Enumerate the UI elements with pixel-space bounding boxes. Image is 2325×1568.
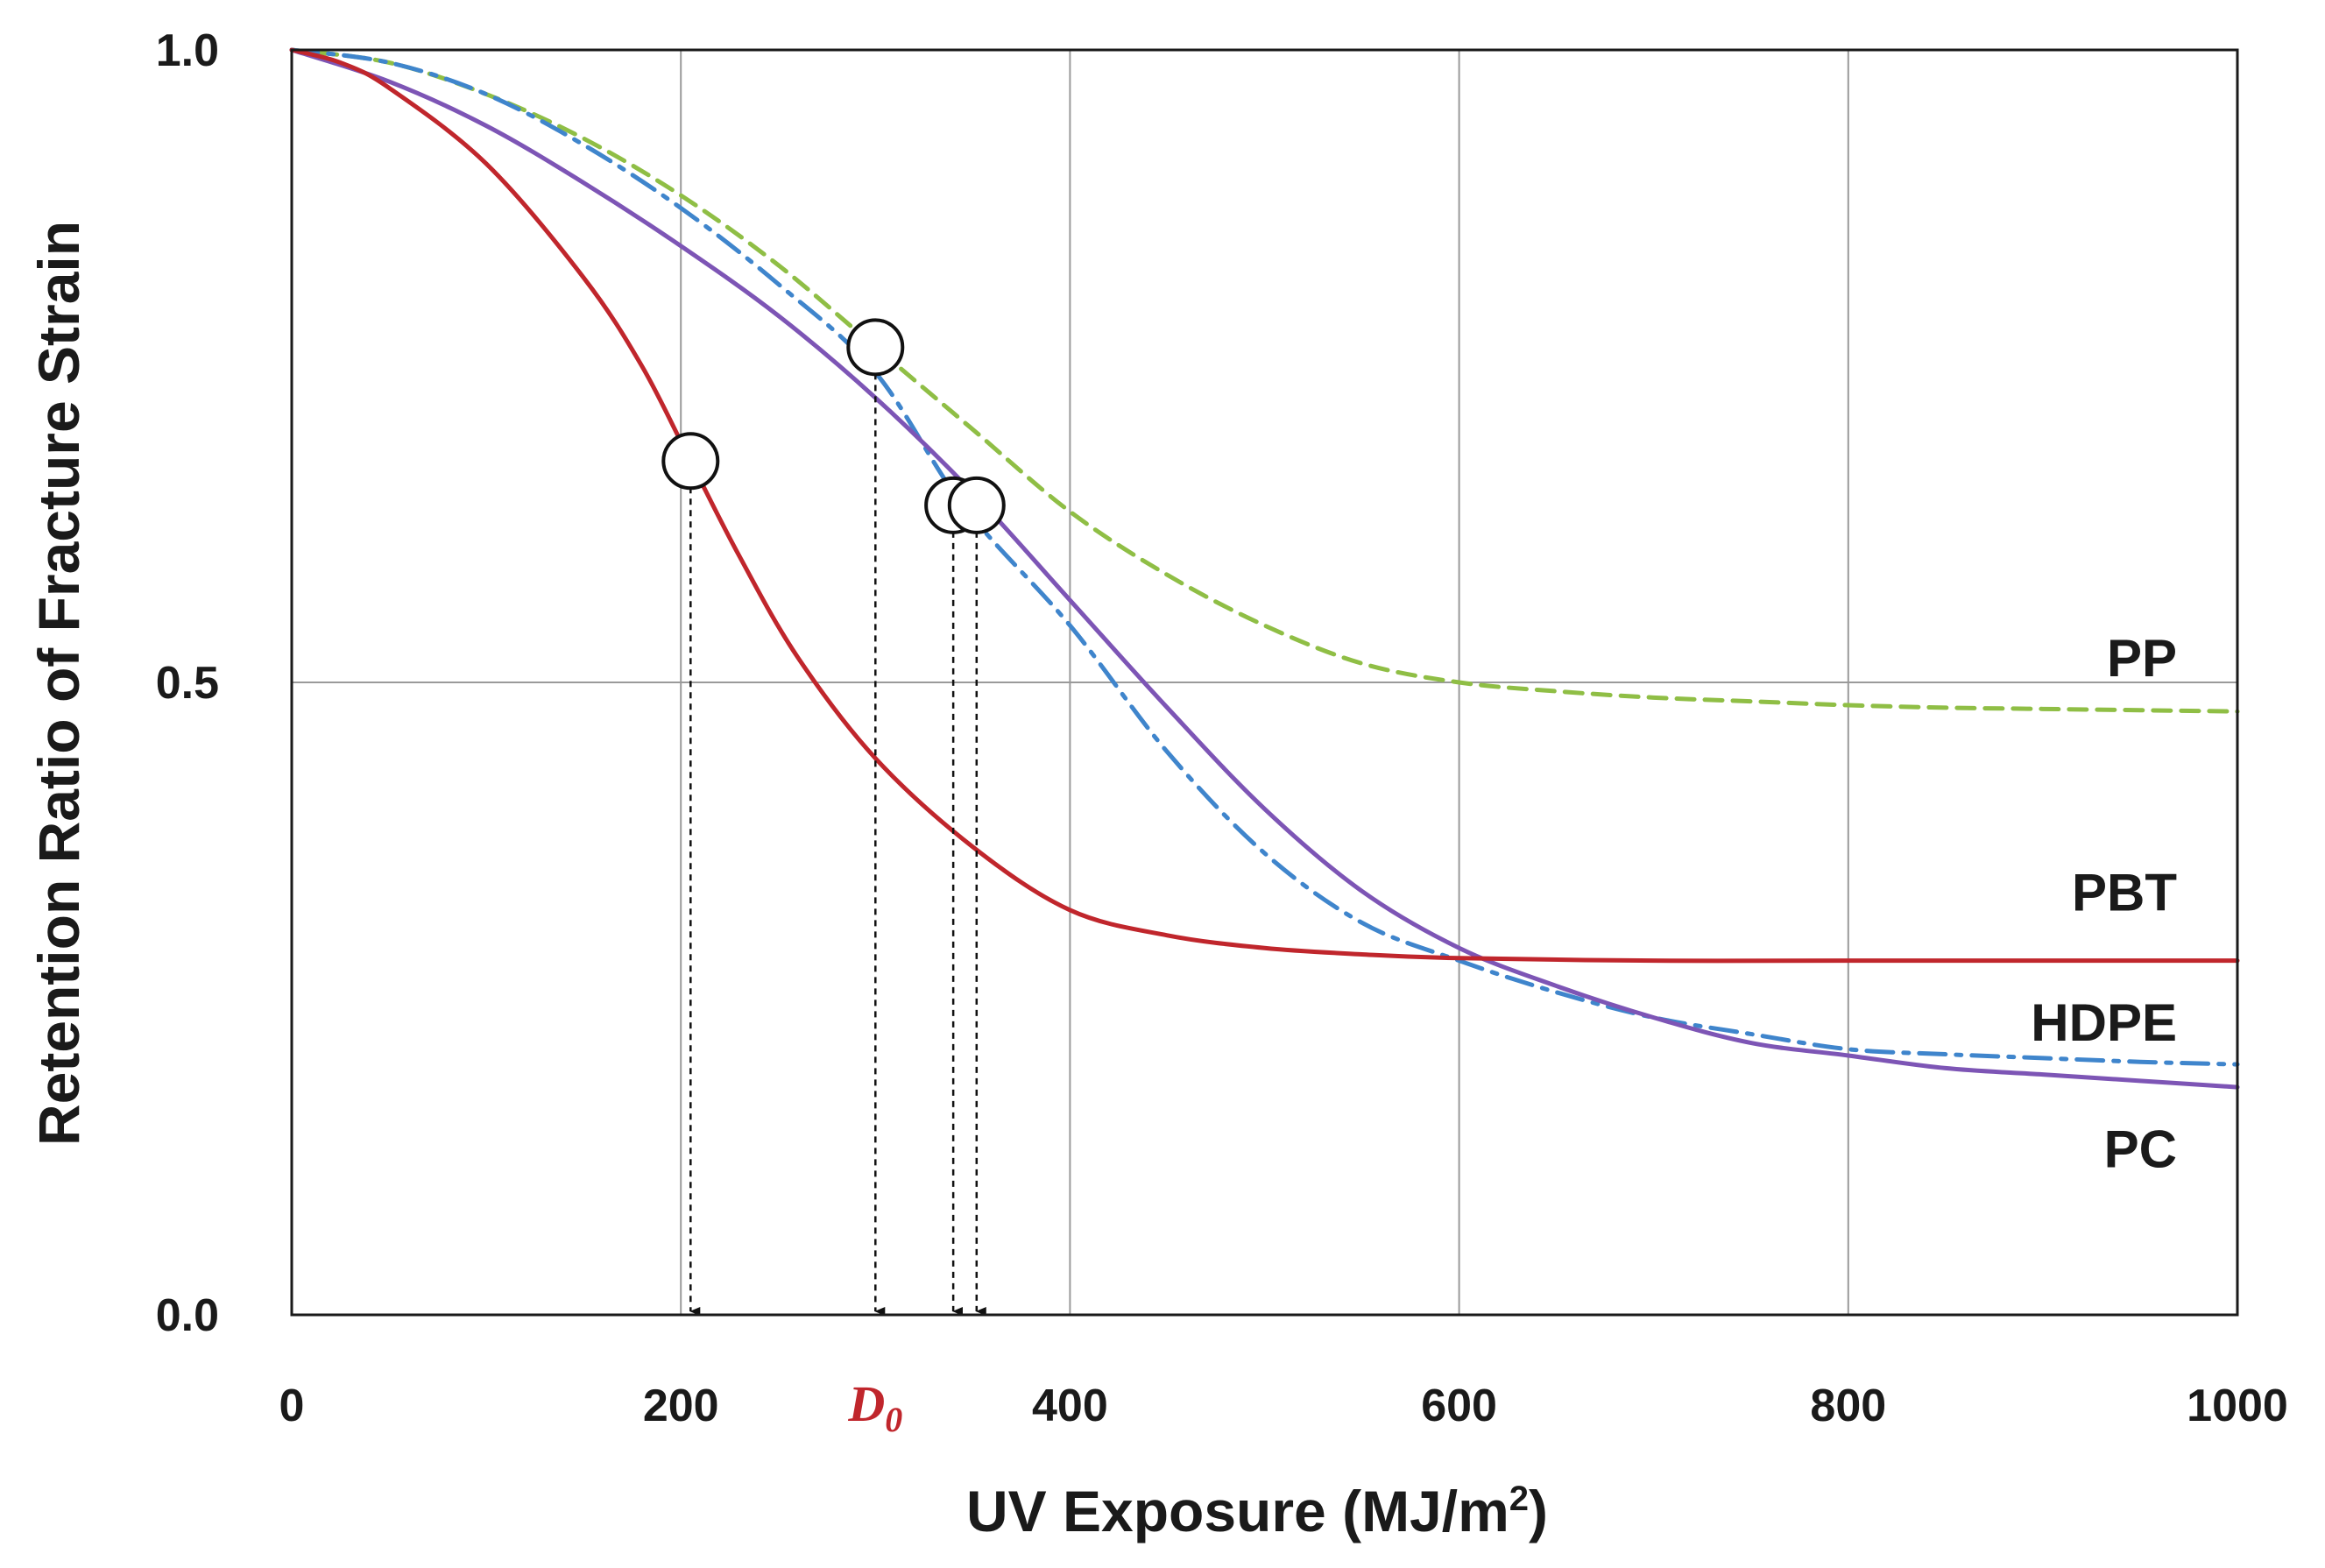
- series-label-hdpe: HDPE: [2031, 993, 2177, 1052]
- marker-layer: [661, 318, 1006, 534]
- x-axis-title-superscript: 2: [1509, 1480, 1529, 1518]
- marker-pbt: [661, 432, 720, 491]
- y-tick-label-0-5: 0.5: [156, 658, 219, 709]
- series-line-pc: [289, 47, 2240, 1090]
- x-tick-label-800: 800: [1810, 1381, 1886, 1431]
- series-line-pp: [289, 47, 2240, 714]
- x-tick-label-1000: 1000: [2187, 1381, 2288, 1431]
- x-axis-title-main: UV Exposure (MJ/m: [966, 1479, 1509, 1543]
- drop-arrow-layer: [689, 373, 986, 1316]
- y-axis-title: Retention Ratio of Fracture Strain: [26, 221, 91, 1146]
- series-line-pbt: [289, 47, 2240, 964]
- series-label-pbt: PBT: [2072, 863, 2177, 922]
- d0-label-main: D: [847, 1375, 885, 1432]
- series-line-hdpe: [289, 47, 2240, 1067]
- plot-frame: [290, 48, 2239, 1317]
- marker-pc: [947, 476, 1006, 534]
- x-axis-title: UV Exposure (MJ/m2): [966, 1479, 1548, 1543]
- series-label-pc: PC: [2104, 1119, 2177, 1178]
- series-label-pp: PP: [2107, 629, 2177, 688]
- series-layer: [289, 47, 2240, 1090]
- grid-layer: [292, 50, 2237, 1315]
- x-tick-label-600: 600: [1421, 1381, 1497, 1431]
- d0-label: D0: [847, 1375, 902, 1439]
- x-tick-label-200: 200: [643, 1381, 719, 1431]
- x-tick-label-400: 400: [1032, 1381, 1108, 1431]
- marker-pp: [846, 318, 905, 377]
- d0-label-subscript: 0: [885, 1400, 902, 1439]
- label-layer: 0 200 400 600 800 1000 0.0 0.5 1.0 PP PBT HDPE PC: [156, 25, 2288, 1431]
- x-tick-label-0: 0: [279, 1381, 305, 1431]
- y-tick-label-0-0: 0.0: [156, 1290, 219, 1341]
- y-tick-label-1-0: 1.0: [156, 25, 219, 76]
- x-axis-title-suffix: ): [1529, 1479, 1548, 1543]
